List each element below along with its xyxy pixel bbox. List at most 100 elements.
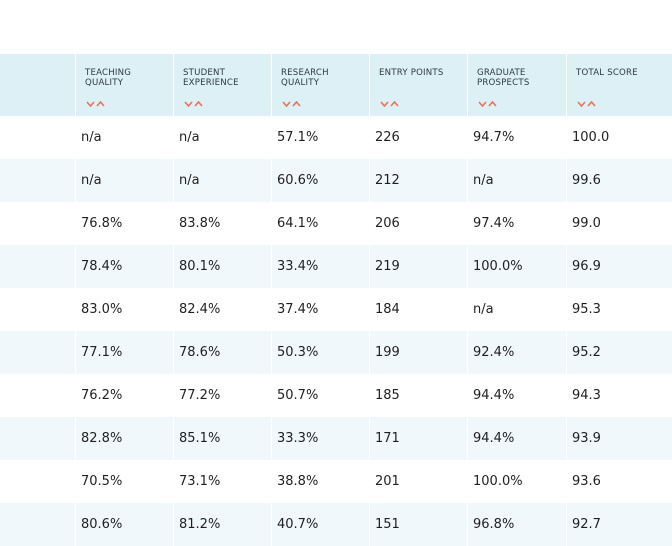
column-divider <box>173 417 174 460</box>
cell-entry-points: 199 <box>375 345 400 360</box>
sort-ascending-icon <box>194 100 203 107</box>
column-divider <box>369 159 370 202</box>
column-divider <box>271 159 272 202</box>
cell-research-quality: 38.8% <box>277 474 319 489</box>
cell-teaching-quality: 76.2% <box>81 388 123 403</box>
column-divider <box>173 202 174 245</box>
header-stub <box>0 54 75 116</box>
cell-research-quality: 40.7% <box>277 517 319 532</box>
cell-student-experience: 77.2% <box>179 388 221 403</box>
column-divider <box>566 245 567 288</box>
sort-toggle-icon[interactable] <box>379 99 401 109</box>
cell-teaching-quality: 76.8% <box>81 216 123 231</box>
column-divider <box>271 460 272 503</box>
cell-graduate-prospects: 96.8% <box>473 517 515 532</box>
sort-toggle-icon[interactable] <box>85 99 107 109</box>
sort-toggle-icon[interactable] <box>281 99 303 109</box>
column-divider <box>173 245 174 288</box>
column-header-label: TOTAL SCORE <box>576 68 638 78</box>
column-divider <box>271 116 272 159</box>
cell-total-score: 99.0 <box>572 216 601 231</box>
cell-student-experience: 80.1% <box>179 259 221 274</box>
cell-entry-points: 151 <box>375 517 400 532</box>
sort-ascending-icon <box>587 100 596 107</box>
sort-descending-icon <box>478 101 487 108</box>
table-row: 70.5% 73.1% 38.8% 201 100.0% 93.6 <box>0 460 672 503</box>
cell-graduate-prospects: 100.0% <box>473 259 523 274</box>
column-divider <box>467 202 468 245</box>
sort-toggle-icon[interactable] <box>477 99 499 109</box>
column-divider <box>566 503 567 546</box>
column-header-label: ENTRY POINTS <box>379 68 444 78</box>
table-row: 78.4% 80.1% 33.4% 219 100.0% 96.9 <box>0 245 672 288</box>
column-divider <box>467 374 468 417</box>
column-divider <box>173 159 174 202</box>
column-divider <box>271 202 272 245</box>
cell-research-quality: 64.1% <box>277 216 319 231</box>
column-header-entry-points[interactable]: ENTRY POINTS <box>369 54 467 116</box>
column-divider <box>566 159 567 202</box>
sort-descending-icon <box>184 101 193 108</box>
sort-ascending-icon <box>390 100 399 107</box>
column-divider <box>75 116 76 159</box>
cell-entry-points: 171 <box>375 431 400 446</box>
cell-teaching-quality: 82.8% <box>81 431 123 446</box>
cell-entry-points: 201 <box>375 474 400 489</box>
cell-research-quality: 33.4% <box>277 259 319 274</box>
column-divider <box>369 116 370 159</box>
cell-teaching-quality: 78.4% <box>81 259 123 274</box>
cell-entry-points: 226 <box>375 130 400 145</box>
column-divider <box>369 331 370 374</box>
column-header-label: STUDENT EXPERIENCE <box>183 68 239 88</box>
column-divider <box>75 331 76 374</box>
column-header-total-score[interactable]: TOTAL SCORE <box>566 54 672 116</box>
column-divider <box>271 503 272 546</box>
cell-entry-points: 212 <box>375 173 400 188</box>
column-divider <box>467 116 468 159</box>
column-header-label: RESEARCH QUALITY <box>281 68 329 88</box>
column-divider <box>75 460 76 503</box>
column-divider <box>566 460 567 503</box>
cell-total-score: 94.3 <box>572 388 601 403</box>
column-divider <box>75 288 76 331</box>
cell-graduate-prospects: n/a <box>473 173 494 188</box>
cell-student-experience: 73.1% <box>179 474 221 489</box>
cell-graduate-prospects: 94.7% <box>473 130 515 145</box>
column-divider <box>271 288 272 331</box>
cell-teaching-quality: 80.6% <box>81 517 123 532</box>
column-divider <box>369 288 370 331</box>
cell-student-experience: 78.6% <box>179 345 221 360</box>
cell-teaching-quality: 83.0% <box>81 302 123 317</box>
cell-total-score: 96.9 <box>572 259 601 274</box>
column-divider <box>467 331 468 374</box>
sort-toggle-icon[interactable] <box>576 99 598 109</box>
table-row: 82.8% 85.1% 33.3% 171 94.4% 93.9 <box>0 417 672 460</box>
column-header-research-quality[interactable]: RESEARCH QUALITY <box>271 54 369 116</box>
table-body: n/a n/a 57.1% 226 94.7% 100.0 n/a n/a 60.6% 212 n/… <box>0 116 672 546</box>
column-header-student-experience[interactable]: STUDENT EXPERIENCE <box>173 54 271 116</box>
cell-total-score: 99.6 <box>572 173 601 188</box>
table-row: 80.6% 81.2% 40.7% 151 96.8% 92.7 <box>0 503 672 546</box>
column-divider <box>467 159 468 202</box>
cell-total-score: 93.9 <box>572 431 601 446</box>
column-divider <box>173 460 174 503</box>
column-divider <box>566 288 567 331</box>
column-divider <box>467 460 468 503</box>
column-divider <box>173 116 174 159</box>
cell-entry-points: 219 <box>375 259 400 274</box>
sort-descending-icon <box>380 101 389 108</box>
column-divider <box>173 374 174 417</box>
cell-entry-points: 206 <box>375 216 400 231</box>
column-header-graduate-prospects[interactable]: GRADUATE PROSPECTS <box>467 54 566 116</box>
cell-graduate-prospects: 94.4% <box>473 388 515 403</box>
column-divider <box>467 503 468 546</box>
table-row: n/a n/a 57.1% 226 94.7% 100.0 <box>0 116 672 159</box>
table-row: 76.2% 77.2% 50.7% 185 94.4% 94.3 <box>0 374 672 417</box>
sort-toggle-icon[interactable] <box>183 99 205 109</box>
column-header-teaching-quality[interactable]: TEACHING QUALITY <box>75 54 173 116</box>
column-divider <box>467 245 468 288</box>
cell-total-score: 92.7 <box>572 517 601 532</box>
rankings-table: TEACHING QUALITY STUDENT EXPERIENCE RESEAR… <box>0 54 672 546</box>
sort-descending-icon <box>86 101 95 108</box>
table-row: n/a n/a 60.6% 212 n/a 99.6 <box>0 159 672 202</box>
